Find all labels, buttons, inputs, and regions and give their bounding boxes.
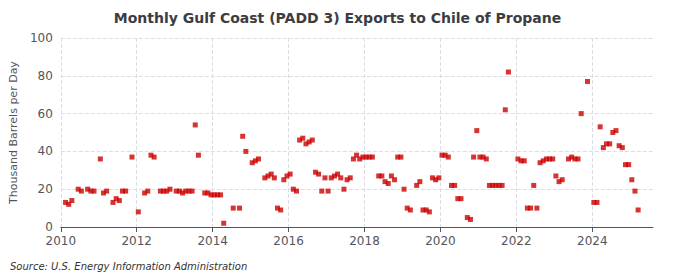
svg-text:Source: U.S. Energy Informatio: Source: U.S. Energy Information Administ…	[10, 261, 247, 272]
svg-text:2022: 2022	[501, 234, 532, 248]
svg-text:2024: 2024	[577, 234, 608, 248]
svg-text:20: 20	[38, 182, 53, 196]
svg-text:80: 80	[38, 69, 53, 83]
svg-text:2018: 2018	[349, 234, 380, 248]
svg-text:40: 40	[38, 144, 53, 158]
svg-text:2012: 2012	[121, 234, 152, 248]
svg-text:60: 60	[38, 107, 53, 121]
svg-text:100: 100	[30, 31, 53, 45]
svg-text:0: 0	[45, 220, 53, 234]
svg-text:Thousand Barrels per Day: Thousand Barrels per Day	[7, 61, 20, 205]
svg-text:2016: 2016	[273, 234, 304, 248]
svg-text:2014: 2014	[197, 234, 228, 248]
svg-text:2010: 2010	[46, 234, 77, 248]
svg-text:2020: 2020	[425, 234, 456, 248]
svg-text:Monthly Gulf Coast (PADD 3) Ex: Monthly Gulf Coast (PADD 3) Exports to C…	[114, 10, 562, 26]
